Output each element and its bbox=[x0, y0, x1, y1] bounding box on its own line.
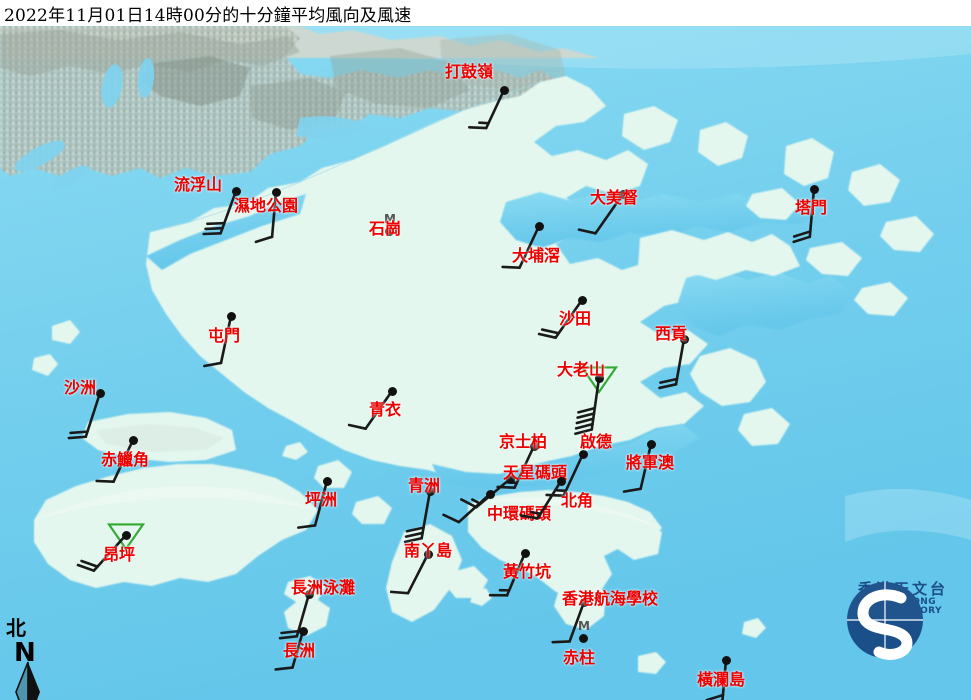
station-label: 青衣 bbox=[369, 400, 402, 419]
station-label: 塔門 bbox=[795, 198, 828, 217]
station-label: 啟德 bbox=[580, 432, 613, 451]
station-label: 南丫島 bbox=[404, 541, 453, 560]
wind-barb-icon bbox=[658, 337, 686, 390]
wind-barb-icon bbox=[389, 552, 430, 595]
station-marker-dot bbox=[618, 189, 628, 199]
wind-barb-icon bbox=[551, 600, 586, 644]
station-label: 長洲 bbox=[283, 641, 316, 660]
wind-barb-icon bbox=[537, 298, 584, 339]
wind-barb-icon bbox=[501, 224, 541, 269]
station-marker-dot bbox=[226, 311, 236, 321]
station-marker-dot bbox=[298, 626, 308, 636]
wind-barb-icon bbox=[488, 551, 527, 597]
station-label: 流浮山 bbox=[174, 175, 223, 194]
compass-needle-icon bbox=[15, 661, 40, 700]
station-label: 石崗 bbox=[369, 219, 402, 238]
wind-barb-icon bbox=[403, 489, 432, 544]
station-marker-dot bbox=[271, 187, 281, 197]
station-marker-dot bbox=[578, 633, 588, 643]
wind-barb-icon bbox=[468, 88, 506, 130]
station-label: 北角 bbox=[561, 491, 594, 510]
station-label: 濕地公園 bbox=[234, 196, 299, 215]
compass-label-en: N bbox=[14, 638, 36, 668]
station-label: 將軍澳 bbox=[626, 453, 675, 472]
station-marker-dot bbox=[384, 226, 394, 236]
station-marker-dot bbox=[577, 295, 587, 305]
station-marker-dot bbox=[425, 486, 435, 496]
station-marker-dot bbox=[646, 439, 656, 449]
station-marker-dot bbox=[520, 548, 530, 558]
station-marker-dot bbox=[423, 549, 433, 559]
station-marker-dot bbox=[809, 184, 819, 194]
station-marker-dot bbox=[529, 441, 539, 451]
station-marker-dot bbox=[231, 186, 241, 196]
station-label: 京士柏 bbox=[499, 432, 548, 451]
station-missing-flag: M bbox=[384, 212, 396, 226]
station-marker-dot bbox=[485, 489, 495, 499]
station-marker-dot bbox=[679, 334, 689, 344]
station-marker-dot bbox=[505, 474, 515, 484]
wind-barb-icon bbox=[519, 479, 563, 520]
station-label: 西貢 bbox=[655, 324, 688, 343]
station-marker-dot bbox=[578, 449, 588, 459]
station-missing-flag: M bbox=[578, 619, 590, 633]
wind-barb-icon bbox=[574, 366, 619, 436]
wind-barb-icon bbox=[202, 189, 238, 236]
station-label: 橫瀾島 bbox=[697, 670, 746, 689]
map-basemap bbox=[0, 26, 971, 700]
station-marker-dot bbox=[556, 476, 566, 486]
station-label: 黃竹坑 bbox=[503, 562, 552, 581]
station-marker-dot bbox=[721, 655, 731, 665]
station-marker-dot bbox=[95, 388, 105, 398]
station-label: 大埔滘 bbox=[512, 246, 561, 265]
page-title: 2022年11月01日14時00分的十分鐘平均風向及風速 bbox=[4, 5, 412, 26]
title-bar: 2022年11月01日14時00分的十分鐘平均風向及風速 bbox=[0, 0, 971, 26]
wind-barb-icon bbox=[67, 391, 102, 440]
station-marker-dot bbox=[534, 221, 544, 231]
wind-barb-icon bbox=[577, 192, 625, 235]
station-label: 青洲 bbox=[408, 476, 441, 495]
station-marker-dot bbox=[594, 373, 604, 383]
station-label: 沙洲 bbox=[64, 378, 97, 397]
station-marker-dot bbox=[579, 597, 589, 607]
wind-barb-icon bbox=[622, 442, 653, 493]
hko-emblem-icon bbox=[847, 582, 923, 660]
station-marker-dot bbox=[128, 435, 138, 445]
station-label: 大老山 bbox=[557, 360, 606, 379]
wind-barb-icon bbox=[254, 190, 278, 244]
wind-barb-icon bbox=[545, 452, 585, 497]
station-label: 天星碼頭 bbox=[503, 463, 568, 482]
station-label: 昂坪 bbox=[103, 545, 136, 564]
station-marker-dot bbox=[499, 85, 509, 95]
station-label: 赤鱲角 bbox=[101, 450, 150, 469]
wind-barb-icon bbox=[297, 479, 329, 529]
station-label: 打鼓嶺 bbox=[445, 62, 494, 81]
wind-barb-icon bbox=[442, 492, 492, 524]
hko-logo: 香港天文台 HONG KONG OBSERVATORY bbox=[839, 580, 967, 698]
station-marker-dot bbox=[304, 589, 314, 599]
wind-barb-icon bbox=[95, 438, 135, 483]
wind-barb-icon bbox=[203, 314, 233, 368]
station-label: 坪洲 bbox=[305, 490, 338, 509]
wind-barb-icon bbox=[347, 389, 394, 430]
station-marker-dot bbox=[387, 386, 397, 396]
wind-barb-icon bbox=[274, 629, 305, 671]
wind-barb-icon bbox=[76, 523, 146, 572]
station-marker-dot bbox=[121, 530, 131, 540]
station-label: 大美督 bbox=[590, 188, 639, 207]
station-label: 長洲泳灘 bbox=[291, 578, 356, 597]
compass-label-cn: 北 bbox=[6, 616, 26, 640]
station-label: 香港航海學校 bbox=[562, 589, 659, 608]
compass-rose: 北 N bbox=[2, 618, 60, 700]
wind-barb-icon bbox=[792, 187, 816, 244]
wind-barb-icon bbox=[705, 658, 728, 700]
map-canvas[interactable]: 打鼓嶺 流浮山 濕地公園 M 石崗 大美督 大埔滘 塔門 沙田 西貢 大老山 屯門 沙洲 赤鱲角 青衣 青洲京… bbox=[0, 26, 971, 700]
station-label: 沙田 bbox=[559, 309, 592, 328]
station-marker-dot bbox=[322, 476, 332, 486]
station-label: 屯門 bbox=[208, 326, 241, 345]
station-label: 赤柱 bbox=[563, 648, 596, 667]
